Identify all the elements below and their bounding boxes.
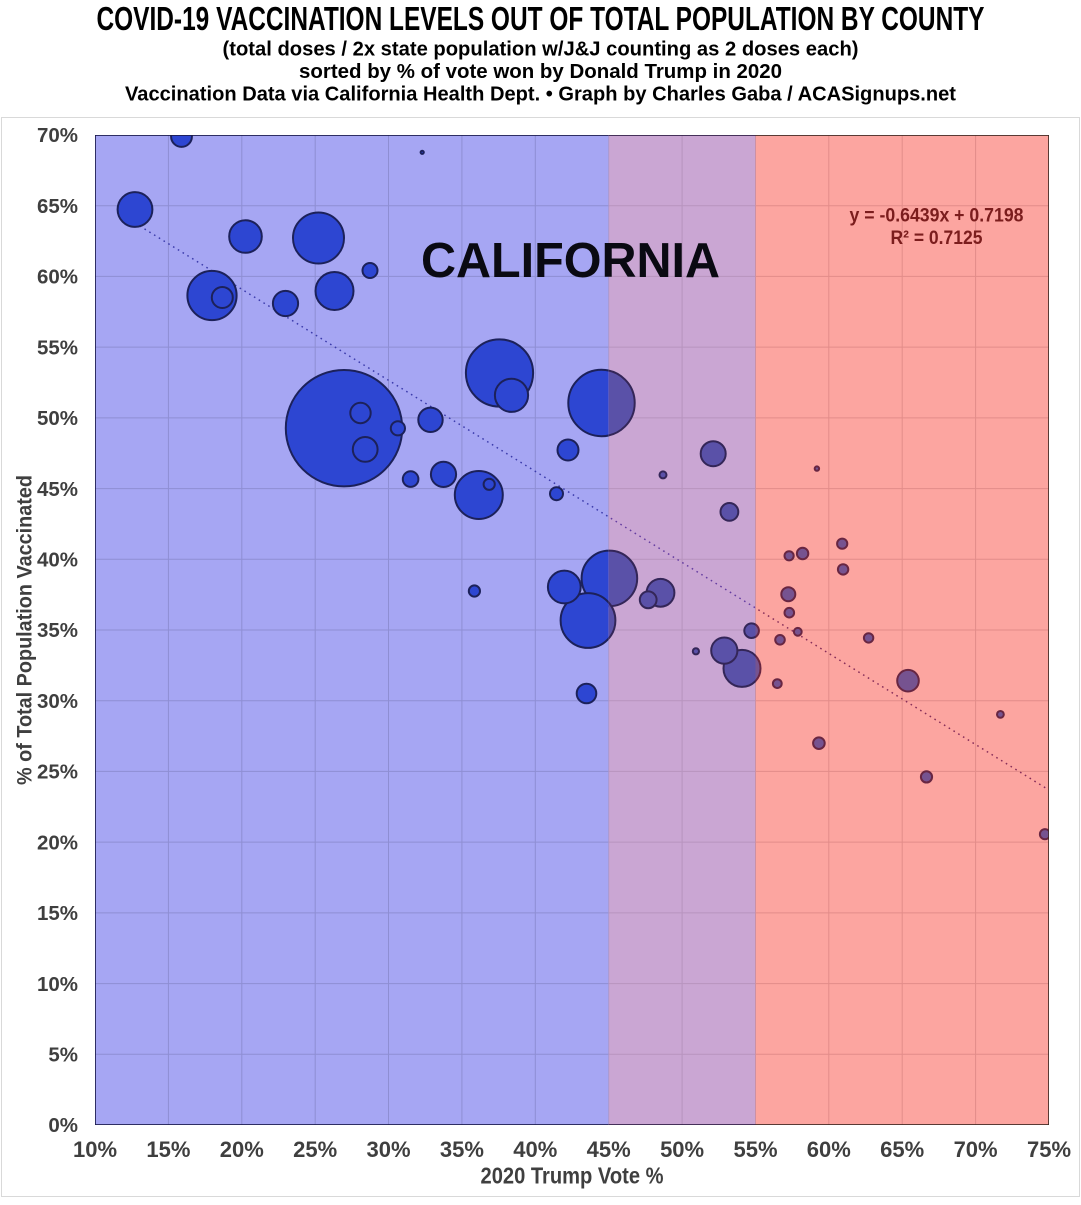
svg-text:10%: 10% — [37, 973, 78, 996]
svg-text:R² = 0.7125: R² = 0.7125 — [891, 227, 983, 249]
svg-text:30%: 30% — [366, 1137, 410, 1162]
svg-text:30%: 30% — [37, 690, 78, 713]
svg-text:50%: 50% — [37, 407, 78, 430]
svg-text:50%: 50% — [660, 1137, 704, 1162]
svg-text:y = -0.6439x + 0.7198: y = -0.6439x + 0.7198 — [850, 205, 1024, 227]
svg-text:CALIFORNIA: CALIFORNIA — [421, 234, 720, 288]
svg-text:65%: 65% — [37, 195, 78, 218]
svg-text:15%: 15% — [146, 1137, 190, 1162]
svg-text:40%: 40% — [37, 549, 78, 572]
svg-text:25%: 25% — [293, 1137, 337, 1162]
svg-text:45%: 45% — [587, 1137, 631, 1162]
svg-text:20%: 20% — [220, 1137, 264, 1162]
svg-text:sorted by % of vote won by Don: sorted by % of vote won by Donald Trump … — [299, 60, 782, 83]
svg-text:55%: 55% — [37, 336, 78, 359]
svg-text:Vaccination Data via Californi: Vaccination Data via California Health D… — [125, 83, 956, 106]
svg-text:70%: 70% — [954, 1137, 998, 1162]
svg-text:60%: 60% — [37, 266, 78, 289]
svg-text:40%: 40% — [513, 1137, 557, 1162]
svg-text:10%: 10% — [73, 1137, 117, 1162]
svg-text:70%: 70% — [37, 124, 78, 147]
svg-text:75%: 75% — [1027, 1137, 1071, 1162]
svg-text:60%: 60% — [807, 1137, 851, 1162]
svg-text:25%: 25% — [37, 761, 78, 784]
svg-text:(total doses / 2x state popula: (total doses / 2x state population w/J&J… — [223, 38, 859, 61]
svg-text:55%: 55% — [733, 1137, 777, 1162]
svg-text:35%: 35% — [37, 619, 78, 642]
svg-text:65%: 65% — [880, 1137, 924, 1162]
svg-text:45%: 45% — [37, 478, 78, 501]
svg-text:35%: 35% — [440, 1137, 484, 1162]
svg-text:COVID-19 VACCINATION LEVELS OU: COVID-19 VACCINATION LEVELS OUT OF TOTAL… — [97, 0, 985, 37]
svg-text:15%: 15% — [37, 902, 78, 925]
svg-text:2020 Trump Vote %: 2020 Trump Vote % — [481, 1163, 664, 1189]
svg-text:% of Total Population Vaccinat: % of Total Population Vaccinated — [14, 475, 37, 785]
svg-text:0%: 0% — [48, 1114, 78, 1137]
svg-text:5%: 5% — [48, 1044, 78, 1067]
svg-text:20%: 20% — [37, 831, 78, 854]
